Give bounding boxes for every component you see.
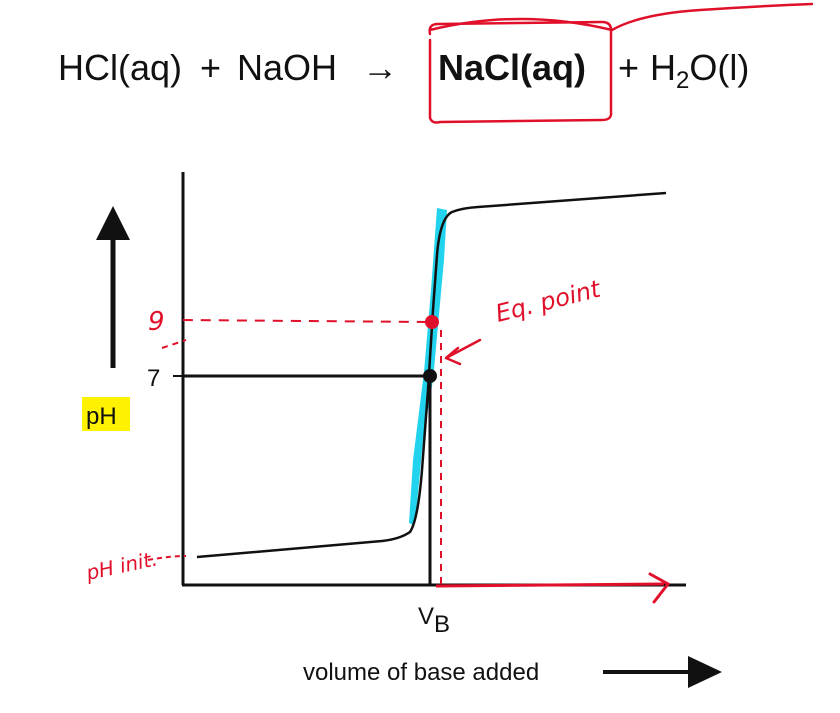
plus-sign-1: + <box>200 47 221 88</box>
reaction-arrow: → <box>362 47 398 88</box>
steep-region-highlight <box>409 208 447 525</box>
nacl-annotation-stroke <box>428 2 814 32</box>
red-baseline-arrow-shaft <box>435 582 665 588</box>
plus-sign-2: + <box>618 47 639 88</box>
water-o: O(l) <box>689 47 749 88</box>
x-tick-label: VB <box>418 603 450 638</box>
ph-seven-point <box>423 369 437 383</box>
ph-nine-dashed-line <box>182 319 433 323</box>
ph-nine-connector <box>161 339 187 349</box>
titration-curve <box>196 191 667 559</box>
eq-point-pointer-arrow <box>444 338 482 366</box>
vb-v: V <box>418 603 434 630</box>
equivalence-point <box>425 315 439 329</box>
ph-label-highlight <box>82 397 130 431</box>
vb-subscript: B <box>434 611 450 638</box>
ph-init-label: pH init. <box>83 546 159 585</box>
water-subscript: 2 <box>676 67 689 94</box>
ph-nine-label: 9 <box>148 307 165 337</box>
product-water: H2O(l) <box>650 47 749 94</box>
x-axis-label: volume of base added <box>303 659 539 686</box>
reactant-hcl: HCl(aq) <box>58 47 182 88</box>
reactant-naoh: NaOH <box>237 47 337 88</box>
red-baseline-arrowhead <box>648 572 671 604</box>
nacl-annotation-box <box>428 20 613 124</box>
product-nacl: NaCl(aq) <box>438 47 586 88</box>
ph-direction-arrow <box>96 206 130 368</box>
y-axis-label: pH <box>86 403 117 430</box>
chemical-equation: HCl(aq) + NaOH → NaCl(aq) + H2O(l) <box>58 47 749 94</box>
water-h: H <box>650 47 676 88</box>
eq-point-label: Eq. point <box>493 274 605 327</box>
y-tick-label: 7 <box>147 365 160 392</box>
ph-init-connector <box>147 555 187 561</box>
volume-direction-arrow <box>603 656 722 688</box>
